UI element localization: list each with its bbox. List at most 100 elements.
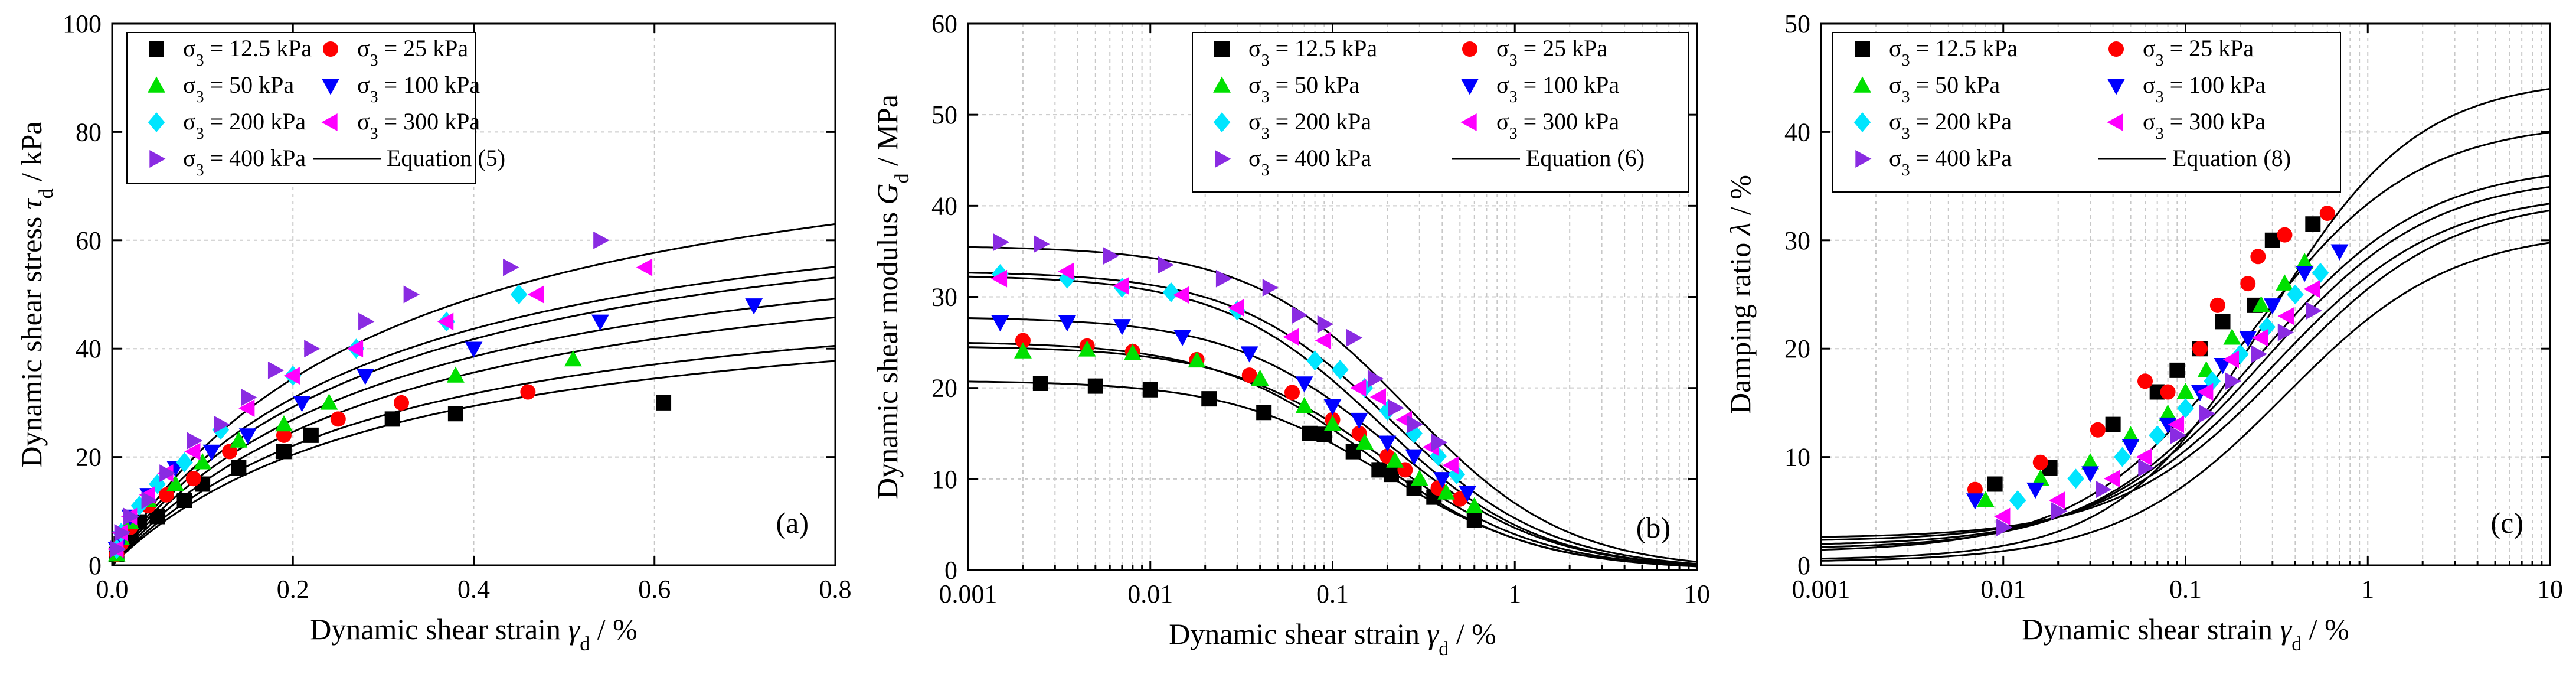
legend-label: σ3 = 400 kPa xyxy=(183,145,306,180)
data-point xyxy=(2159,404,2177,421)
legend-marker xyxy=(148,76,165,93)
data-point xyxy=(1228,299,1244,317)
data-point xyxy=(591,314,609,331)
data-point xyxy=(2252,328,2268,347)
legend-label: Equation (5) xyxy=(387,145,505,171)
data-point xyxy=(1251,369,1269,386)
data-point xyxy=(303,427,319,443)
legend-marker xyxy=(2107,113,2123,131)
legend-marker xyxy=(1213,112,1231,132)
data-point xyxy=(1295,396,1313,413)
data-point xyxy=(510,284,528,305)
data-point xyxy=(2160,384,2176,400)
data-point xyxy=(1058,262,1074,281)
data-point xyxy=(2051,502,2068,520)
legend-label: σ3 = 400 kPa xyxy=(1248,145,1371,180)
data-point xyxy=(2296,266,2314,282)
data-point xyxy=(993,233,1009,251)
x-axis-title: Dynamic shear strain γd / % xyxy=(310,613,638,655)
y-tick-label: 0 xyxy=(89,551,102,580)
legend-item: σ3 = 100 kPa xyxy=(1461,71,1619,106)
x-tick-label: 1 xyxy=(1508,579,1521,608)
data-point xyxy=(238,399,255,418)
legend-marker xyxy=(322,79,339,95)
data-point xyxy=(238,428,257,445)
x-tick-label: 0.2 xyxy=(277,575,309,604)
legend-box xyxy=(1832,32,2341,193)
legend-label: Equation (6) xyxy=(1526,145,1645,171)
data-point xyxy=(1103,247,1119,265)
data-point xyxy=(320,393,338,410)
legend-marker xyxy=(1853,112,1871,132)
legend-label: σ3 = 25 kPa xyxy=(357,35,468,70)
data-point xyxy=(2214,358,2232,375)
data-point xyxy=(2177,398,2194,418)
x-axis-title: Dynamic shear strain γd / % xyxy=(2022,613,2349,655)
y-tick-label: 100 xyxy=(63,9,102,38)
data-point xyxy=(1459,486,1477,502)
legend-marker xyxy=(1460,113,1477,131)
data-point xyxy=(447,406,463,422)
data-point xyxy=(991,315,1009,332)
data-point xyxy=(2240,276,2256,292)
data-point xyxy=(1123,344,1142,360)
data-point xyxy=(2136,448,2152,466)
legend-label: σ3 = 300 kPa xyxy=(357,108,480,143)
data-point xyxy=(2090,422,2106,438)
data-point xyxy=(2312,262,2329,283)
legend-item: σ3 = 100 kPa xyxy=(2107,71,2266,106)
data-point xyxy=(202,444,221,461)
fit-curve xyxy=(1820,209,2551,538)
data-point xyxy=(293,396,311,412)
x-tick-label: 0.1 xyxy=(2169,575,2202,604)
data-point xyxy=(2176,382,2195,399)
legend-marker xyxy=(1462,41,1477,57)
legend-item: σ3 = 200 kPa xyxy=(1213,108,1371,143)
data-point xyxy=(1201,391,1217,407)
data-point xyxy=(1430,446,1447,467)
data-point xyxy=(276,427,292,443)
data-point xyxy=(304,340,321,358)
data-point xyxy=(141,491,158,509)
data-point xyxy=(1241,367,1257,383)
legend-item: σ3 = 25 kPa xyxy=(1462,35,1607,70)
legend-item: σ3 = 50 kPa xyxy=(1213,71,1359,106)
series xyxy=(991,315,1477,502)
data-point xyxy=(1331,359,1349,380)
data-point xyxy=(194,453,212,470)
panel-label: (b) xyxy=(1636,511,1671,544)
data-point xyxy=(2168,415,2185,434)
data-point xyxy=(1015,333,1031,349)
data-point xyxy=(1465,497,1483,513)
x-tick-label: 0.1 xyxy=(1316,579,1349,608)
data-point xyxy=(2192,341,2208,357)
data-point xyxy=(2081,466,2100,483)
data-point xyxy=(656,395,672,411)
data-point xyxy=(184,442,201,461)
legend-label: σ3 = 400 kPa xyxy=(1889,145,2012,180)
data-point xyxy=(2222,350,2240,369)
legend-label: σ3 = 50 kPa xyxy=(1248,71,1359,106)
y-tick-label: 20 xyxy=(931,374,957,403)
fit-curve xyxy=(967,341,1698,568)
legend-item: σ3 = 12.5 kPa xyxy=(149,35,312,70)
data-point xyxy=(2199,405,2216,423)
series xyxy=(1994,280,2320,526)
y-tick-label: 60 xyxy=(931,9,957,38)
data-point xyxy=(2225,372,2241,390)
legend-label: σ3 = 25 kPa xyxy=(2143,35,2254,70)
data-point xyxy=(2250,249,2266,265)
panel-c: 0.001 0.01 0.1 1 10 0 10 20 30 40 50 Dynamic shear … xyxy=(1724,9,2563,655)
series xyxy=(1976,252,2314,507)
legend-item: σ3 = 400 kPa xyxy=(149,145,306,180)
y-axis-title: Dynamic shear modulus Gd / MPa xyxy=(871,95,913,499)
legend-label: σ3 = 100 kPa xyxy=(1496,71,1619,106)
y-tick-label: 40 xyxy=(1784,118,1810,146)
data-point xyxy=(2209,297,2225,313)
legend-item: Equation (8) xyxy=(2098,145,2291,171)
y-tick-label: 30 xyxy=(931,283,957,312)
y-tick-label: 40 xyxy=(76,334,102,363)
data-point xyxy=(176,452,193,473)
legend-marker xyxy=(2108,41,2124,57)
